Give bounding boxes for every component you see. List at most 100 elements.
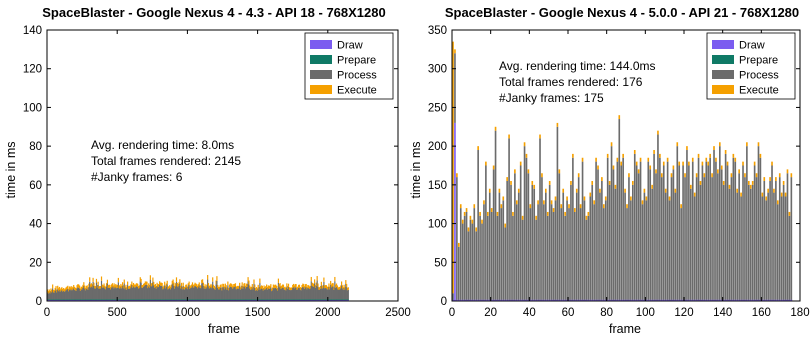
bar-draw-base	[622, 299, 624, 301]
bar-prepare	[210, 299, 212, 301]
bar-prepare	[79, 299, 82, 301]
bar-execute	[58, 286, 60, 291]
bar-draw-base	[519, 299, 522, 301]
bar-process	[316, 280, 318, 300]
bar-draw-base	[641, 299, 644, 301]
bar-execute	[132, 282, 135, 287]
bar-prepare	[332, 299, 334, 301]
bar-draw-base	[599, 299, 601, 301]
bar-execute	[313, 283, 315, 288]
bar-execute	[475, 227, 478, 232]
bar-process	[153, 285, 155, 300]
bar-draw-base	[715, 299, 717, 301]
bar-prepare	[79, 299, 81, 301]
bar-execute	[678, 161, 681, 166]
bar-prepare	[324, 299, 326, 301]
bar-execute	[115, 283, 117, 288]
bar-prepare	[298, 299, 301, 301]
bar-execute	[775, 177, 777, 181]
bar-execute	[527, 169, 530, 174]
bar-process	[106, 283, 109, 300]
bar-process	[338, 289, 340, 300]
bar-prepare	[220, 299, 222, 301]
bar-execute	[287, 283, 290, 287]
bar-execute	[136, 283, 138, 287]
bar-prepare	[110, 299, 112, 301]
bar-draw-base	[620, 299, 623, 301]
bar-prepare	[106, 299, 109, 301]
bar-process	[653, 153, 655, 301]
bar-execute	[225, 285, 227, 289]
bar-execute	[777, 200, 779, 205]
bar-execute	[529, 204, 532, 209]
bar-process	[314, 287, 317, 300]
bar-draw-base	[672, 299, 675, 301]
bar-execute	[657, 130, 659, 135]
bar-process	[558, 173, 561, 301]
bar-prepare	[268, 299, 270, 301]
bar-process	[332, 286, 334, 300]
bar-process	[713, 150, 715, 301]
bar-prepare	[135, 299, 137, 301]
bar-process	[778, 177, 781, 301]
bar-execute	[690, 184, 692, 189]
bar-process	[68, 289, 71, 300]
bar-execute	[247, 277, 249, 282]
bar-execute	[102, 285, 104, 289]
bar-execute	[234, 283, 236, 288]
bar-draw-base	[690, 299, 692, 301]
bar-process	[498, 192, 501, 301]
bar-process	[119, 288, 121, 300]
bar-execute	[649, 165, 652, 170]
bar-process	[152, 281, 154, 300]
bar-prepare	[153, 299, 155, 301]
bar-process	[116, 288, 118, 300]
bar-process	[250, 289, 252, 300]
legend-label-draw: Draw	[739, 40, 765, 52]
bar-execute	[523, 142, 526, 147]
bar-process	[682, 165, 684, 301]
bar-execute	[153, 281, 155, 286]
bar-execute	[145, 281, 147, 285]
bar-process	[469, 219, 472, 301]
bar-process	[148, 287, 151, 300]
bar-execute	[272, 284, 274, 288]
bar-process	[581, 161, 584, 301]
bar-execute	[127, 281, 129, 286]
bar-execute	[751, 180, 754, 185]
bar-process	[237, 288, 239, 300]
bar-process	[688, 165, 690, 301]
bar-process	[717, 173, 719, 301]
bar-prepare	[190, 299, 192, 301]
bar-process	[132, 287, 134, 300]
bar-process	[169, 288, 171, 300]
bar-prepare	[62, 299, 64, 301]
bar-execute	[159, 282, 162, 286]
bar-prepare	[180, 299, 183, 301]
bar-draw-base	[467, 299, 470, 301]
bar-prepare	[101, 299, 103, 301]
bar-process	[173, 286, 175, 300]
bar-execute	[299, 287, 301, 290]
bar-execute	[60, 287, 62, 291]
bar-execute	[71, 287, 73, 291]
bar-execute	[655, 169, 657, 174]
bar-draw-base	[645, 299, 648, 301]
bar-prepare	[254, 299, 256, 301]
bar-draw-base	[701, 299, 704, 301]
bar-process	[510, 184, 512, 301]
bar-execute	[160, 282, 162, 286]
bar-execute	[240, 285, 242, 289]
bar-execute	[257, 284, 259, 289]
bar-execute	[298, 284, 301, 288]
bar-execute	[307, 284, 309, 288]
bar-execute	[182, 282, 184, 286]
bar-process	[236, 288, 238, 300]
bar-execute	[156, 282, 158, 286]
bar-execute	[134, 284, 136, 288]
bar-process	[330, 284, 332, 300]
bar-process	[317, 286, 319, 300]
bar-prepare	[49, 299, 51, 301]
bar-execute	[154, 283, 157, 287]
bar-process	[283, 289, 285, 300]
